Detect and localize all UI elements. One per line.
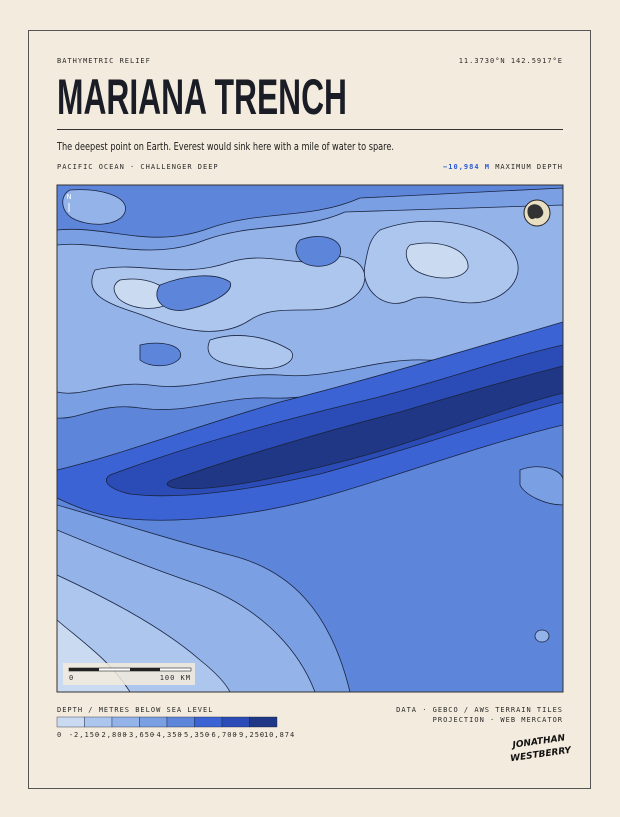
legend-swatch	[56, 716, 85, 728]
legend: 0 -2,150-2,800-3,650-4,350-5,350-6,700-9,…	[56, 716, 296, 739]
svg-text:N: N	[66, 193, 71, 201]
legend-swatch	[221, 716, 250, 728]
legend-label: -9,250	[234, 731, 265, 739]
legend-label: -2,800	[96, 731, 127, 739]
projection: PROJECTION · WEB MERCATOR	[433, 716, 563, 724]
depth-zone	[91, 256, 366, 332]
data-source: DATA · GEBCO / AWS TERRAIN TILES	[396, 706, 563, 714]
legend-label: -2,150	[69, 731, 100, 739]
map	[57, 185, 563, 692]
scale-bar-segment	[130, 668, 160, 671]
scale-end: 100 KM	[160, 674, 191, 682]
depth-zone	[207, 335, 293, 370]
coordinates: 11.3730°N 142.5917°E	[459, 57, 563, 65]
depth-zone	[156, 275, 231, 311]
location: PACIFIC OCEAN · CHALLENGER DEEP	[57, 163, 219, 171]
globe-icon	[523, 199, 551, 227]
depth-zone	[405, 242, 469, 279]
depth-zone	[105, 344, 563, 497]
max-depth-label: MAXIMUM DEPTH	[495, 163, 563, 171]
depth-zone	[139, 342, 181, 367]
title: MARIANA TRENCH	[57, 69, 347, 125]
legend-swatch	[139, 716, 168, 728]
kicker: BATHYMETRIC RELIEF	[57, 57, 151, 65]
max-depth-value: −10,984 M	[443, 163, 490, 171]
depth-zone	[113, 278, 171, 309]
legend-label: -5,350	[179, 731, 210, 739]
max-depth: −10,984 M MAXIMUM DEPTH	[443, 163, 563, 171]
legend-label: -4,350	[151, 731, 182, 739]
frame	[28, 30, 591, 789]
map-border	[56, 184, 564, 693]
depth-zone	[166, 365, 563, 490]
legend-label: 0	[57, 731, 62, 739]
legend-title: DEPTH / METRES BELOW SEA LEVEL	[57, 706, 213, 714]
legend-swatch	[166, 716, 195, 728]
scale-bar-segment	[69, 668, 99, 671]
legend-swatch	[84, 716, 113, 728]
legend-label: -10,874	[259, 731, 296, 739]
legend-swatch	[111, 716, 140, 728]
depth-zone	[295, 236, 342, 267]
depth-zone	[519, 466, 563, 506]
legend-swatch	[194, 716, 223, 728]
legend-label: -3,650	[124, 731, 155, 739]
scale-start: 0	[69, 674, 74, 682]
legend-label: -6,700	[206, 731, 237, 739]
subtitle: The deepest point on Earth. Everest woul…	[56, 142, 394, 153]
depth-zone	[62, 189, 126, 225]
depth-zone	[534, 629, 550, 643]
legend-swatch	[249, 716, 278, 728]
compass: N	[66, 193, 72, 212]
